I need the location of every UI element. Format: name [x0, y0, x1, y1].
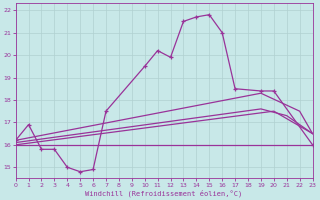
X-axis label: Windchill (Refroidissement éolien,°C): Windchill (Refroidissement éolien,°C) — [85, 189, 243, 197]
